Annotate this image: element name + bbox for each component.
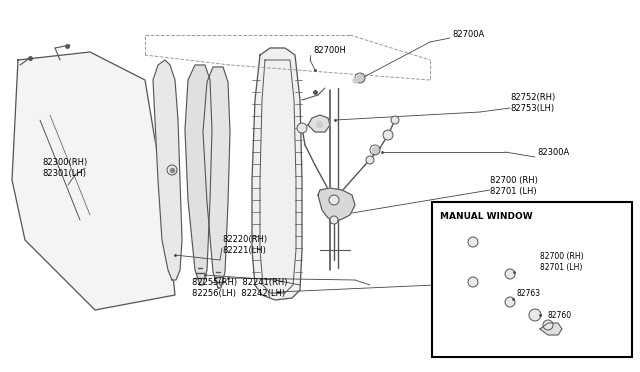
Circle shape: [391, 116, 399, 124]
Circle shape: [505, 297, 515, 307]
Circle shape: [468, 237, 478, 247]
Text: 82220(RH)
82221(LH): 82220(RH) 82221(LH): [222, 235, 267, 255]
Text: 82700 (RH)
82701 (LH): 82700 (RH) 82701 (LH): [540, 252, 584, 272]
Text: 82700 (RH)
82701 (LH): 82700 (RH) 82701 (LH): [490, 176, 538, 196]
Circle shape: [297, 123, 307, 133]
Circle shape: [330, 216, 338, 224]
Text: MANUAL WINDOW: MANUAL WINDOW: [440, 212, 532, 221]
Polygon shape: [318, 188, 355, 220]
Polygon shape: [308, 115, 330, 132]
Bar: [432, 202, 632, 357]
Polygon shape: [185, 65, 212, 285]
Circle shape: [366, 156, 374, 164]
Text: 82255(RH)  82241(RH)
82256(LH)  82242(LH): 82255(RH) 82241(RH) 82256(LH) 82242(LH): [192, 278, 287, 298]
Circle shape: [468, 277, 478, 287]
Text: 82760: 82760: [548, 311, 572, 320]
Circle shape: [529, 309, 541, 321]
Text: 82700A: 82700A: [452, 29, 484, 38]
Polygon shape: [153, 60, 182, 280]
Text: R8P3000: R8P3000: [584, 348, 625, 357]
Text: 82700H: 82700H: [313, 45, 346, 55]
Polygon shape: [540, 323, 562, 335]
Circle shape: [505, 269, 515, 279]
Circle shape: [329, 195, 339, 205]
Text: 82300A: 82300A: [537, 148, 569, 157]
Circle shape: [543, 320, 553, 330]
Text: 82300(RH)
82301(LH): 82300(RH) 82301(LH): [42, 158, 87, 178]
Polygon shape: [252, 48, 302, 300]
Text: 82763: 82763: [517, 289, 541, 298]
Polygon shape: [203, 67, 230, 288]
Circle shape: [383, 130, 393, 140]
Text: 82335M(RH)
82335N(LH): 82335M(RH) 82335N(LH): [475, 274, 527, 294]
Polygon shape: [12, 52, 175, 310]
Text: 82752(RH)
82753(LH): 82752(RH) 82753(LH): [510, 93, 556, 113]
